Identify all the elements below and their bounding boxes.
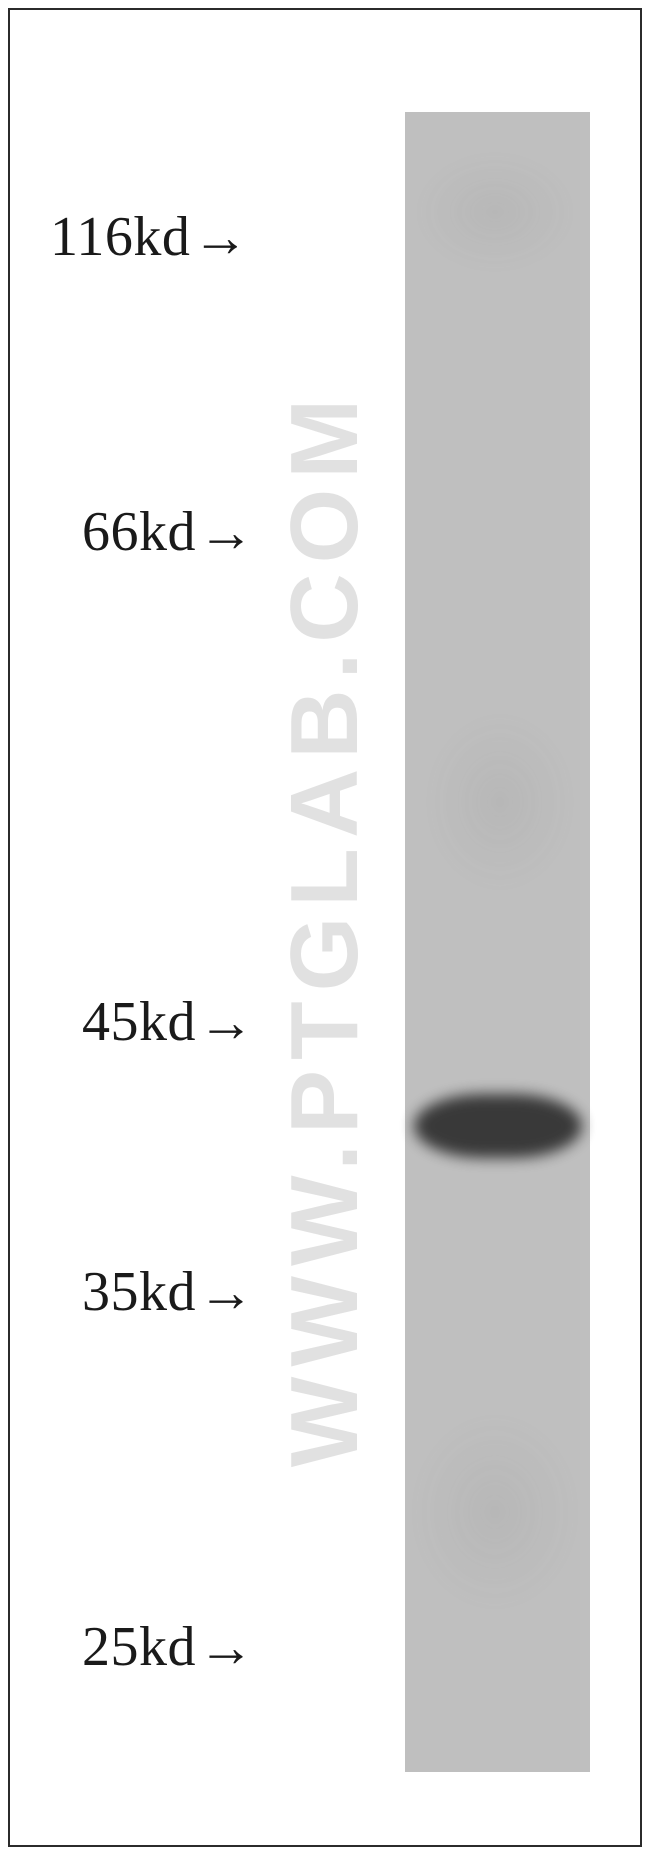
mw-marker-116kd: 116kd→ xyxy=(50,204,248,269)
lane-noise xyxy=(415,152,575,272)
mw-marker-label: 25kd xyxy=(82,1615,196,1679)
mw-marker-label: 66kd xyxy=(82,500,196,564)
blot-band-42kd xyxy=(414,1094,582,1158)
arrow-right-icon: → xyxy=(192,204,248,269)
arrow-right-icon: → xyxy=(198,499,254,564)
mw-marker-label: 45kd xyxy=(82,990,196,1054)
mw-marker-25kd: 25kd→ xyxy=(82,1614,254,1679)
arrow-right-icon: → xyxy=(198,1259,254,1324)
lane-noise xyxy=(425,712,575,892)
mw-marker-label: 35kd xyxy=(82,1260,196,1324)
blot-frame: WWW.PTGLAB.COM 116kd→66kd→45kd→35kd→25kd… xyxy=(8,8,642,1847)
mw-marker-35kd: 35kd→ xyxy=(82,1259,254,1324)
mw-marker-label: 116kd xyxy=(50,205,190,269)
mw-marker-45kd: 45kd→ xyxy=(82,989,254,1054)
blot-lane xyxy=(405,112,590,1772)
mw-marker-66kd: 66kd→ xyxy=(82,499,254,564)
watermark-text: WWW.PTGLAB.COM xyxy=(270,388,380,1466)
lane-noise xyxy=(410,1412,580,1612)
arrow-right-icon: → xyxy=(198,1614,254,1679)
arrow-right-icon: → xyxy=(198,989,254,1054)
